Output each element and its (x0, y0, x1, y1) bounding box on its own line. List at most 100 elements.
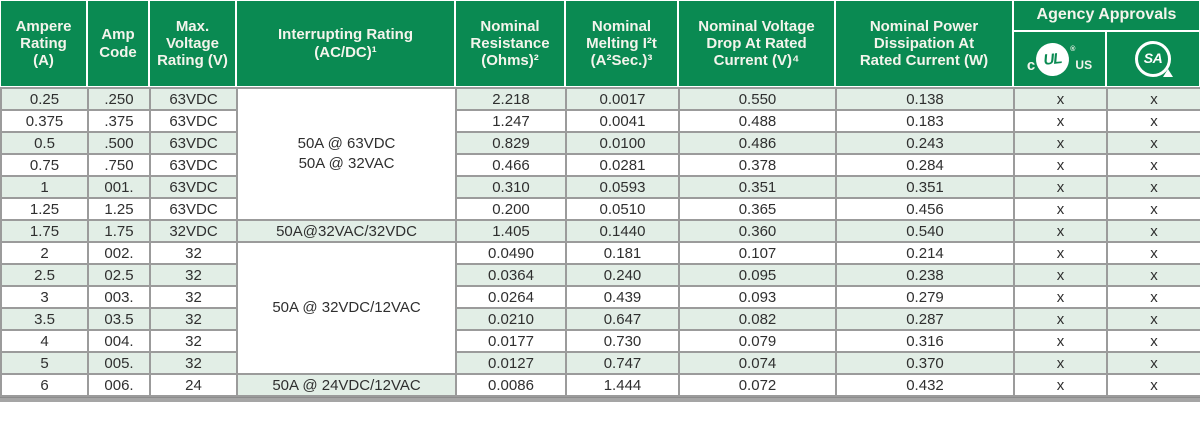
ul-approval-header: c UL ® US (1013, 31, 1106, 87)
cell-power-dissipation: 0.279 (835, 285, 1015, 309)
cell-ul-approval: x (1013, 285, 1108, 309)
cell-nominal-resistance: 0.0210 (455, 307, 567, 331)
cell-interrupting-rating: 50A @ 63VDC 50A @ 32VAC (236, 87, 457, 221)
header-power-dissipation: Nominal Power Dissipation At Rated Current… (835, 0, 1013, 87)
table-body: 0.25.250 63VDC 50A @ 63VDC 50A @ 32VAC 2.218… (0, 87, 1200, 397)
ul-us-label: US (1075, 58, 1093, 73)
cell-amp-code: 001. (87, 175, 151, 199)
cell-power-dissipation: 0.284 (835, 153, 1015, 177)
table-row: 3 003. 32 0.0264 0.439 0.093 0.279 x x (0, 285, 1200, 309)
cell-interrupting-rating: 50A @ 32VDC/12VAC (236, 241, 457, 375)
cell-voltage-drop: 0.351 (678, 175, 837, 199)
cul-us-icon: c UL ® US (1027, 39, 1092, 79)
cell-max-voltage: 63VDC (149, 175, 238, 199)
cell-csa-approval: x (1106, 87, 1200, 111)
cell-nominal-resistance: 0.0490 (455, 241, 567, 265)
table-row: 0.75.750 63VDC 0.466 0.0281 0.378 0.284 x x (0, 153, 1200, 177)
cell-power-dissipation: 0.243 (835, 131, 1015, 155)
table-row: 2 002. 32 50A @ 32VDC/12VAC 0.0490 0.181 0.107… (0, 241, 1200, 375)
cell-ampere-rating: 0.25 (0, 87, 89, 111)
header-interrupting-rating: Interrupting Rating (AC/DC)¹ (236, 0, 455, 87)
ul-mark-icon: UL (1034, 40, 1071, 78)
cell-ampere-rating: 0.375 (0, 109, 89, 133)
cell-nominal-resistance: 0.466 (455, 153, 567, 177)
cell-voltage-drop: 0.072 (678, 373, 837, 397)
cell-nominal-melting: 0.0017 (565, 87, 680, 111)
cell-nominal-resistance: 0.0127 (455, 351, 567, 375)
cell-csa-approval: x (1106, 241, 1200, 265)
csa-ring-icon: SA (1135, 41, 1173, 77)
table-row: 1.75 1.75 32VDC 50A@32VAC/32VDC 1.405 0.1440 0… (0, 219, 1200, 243)
csa-icon: SA (1135, 41, 1173, 77)
table-row: 2.5 02.5 32 0.0364 0.240 0.095 0.238 x x (0, 263, 1200, 287)
cell-nominal-melting: 0.647 (565, 307, 680, 331)
cell-amp-code: .750 (87, 153, 151, 177)
csa-triangle-icon (1163, 69, 1173, 77)
cell-ul-approval: x (1013, 373, 1108, 397)
table-row: 0.25.250 63VDC 50A @ 63VDC 50A @ 32VAC 2.218… (0, 87, 1200, 221)
fuse-spec-table: 0.25.250 63VDC 50A @ 63VDC 50A @ 32VAC 2.218… (0, 87, 1200, 397)
cell-power-dissipation: 0.287 (835, 307, 1015, 331)
cell-max-voltage: 63VDC (149, 109, 238, 133)
cell-csa-approval: x (1106, 373, 1200, 397)
cell-ul-approval: x (1013, 219, 1108, 243)
cell-max-voltage: 63VDC (149, 87, 238, 111)
cell-nominal-melting: 0.0041 (565, 109, 680, 133)
cell-voltage-drop: 0.095 (678, 263, 837, 287)
cell-nominal-melting: 0.0100 (565, 131, 680, 155)
header-max-voltage: Max. Voltage Rating (V) (149, 0, 236, 87)
cell-voltage-drop: 0.378 (678, 153, 837, 177)
cell-ampere-rating: 1 (0, 175, 89, 199)
cell-max-voltage: 24 (149, 373, 238, 397)
cell-csa-approval: x (1106, 131, 1200, 155)
cell-nominal-melting: 0.439 (565, 285, 680, 309)
cell-voltage-drop: 0.486 (678, 131, 837, 155)
cell-max-voltage: 32 (149, 307, 238, 331)
cell-amp-code: .500 (87, 131, 151, 155)
cell-nominal-resistance: 1.405 (455, 219, 567, 243)
cell-ul-approval: x (1013, 351, 1108, 375)
table-row: 6 006. 24 50A @ 24VDC/12VAC 0.0086 1.444 0.072… (0, 373, 1200, 397)
cell-voltage-drop: 0.093 (678, 285, 837, 309)
cell-csa-approval: x (1106, 329, 1200, 353)
cell-ul-approval: x (1013, 87, 1108, 111)
header-voltage-drop: Nominal Voltage Drop At Rated Current (V)⁴ (678, 0, 835, 87)
ul-registered-mark: ® (1070, 46, 1076, 53)
ul-c-label: c (1026, 56, 1036, 74)
cell-power-dissipation: 0.238 (835, 263, 1015, 287)
table-row: 1 001. 63VDC 0.310 0.0593 0.351 0.351 x x (0, 175, 1200, 199)
cell-voltage-drop: 0.107 (678, 241, 837, 265)
cell-max-voltage: 63VDC (149, 131, 238, 155)
table-row: 4 004. 32 0.0177 0.730 0.079 0.316 x x (0, 329, 1200, 353)
cell-ampere-rating: 1.75 (0, 219, 89, 243)
cell-nominal-resistance: 1.247 (455, 109, 567, 133)
cell-ampere-rating: 0.5 (0, 131, 89, 155)
cell-amp-code: .250 (87, 87, 151, 111)
header-ampere-rating: Ampere Rating (A) (0, 0, 87, 87)
cell-max-voltage: 63VDC (149, 153, 238, 177)
cell-voltage-drop: 0.550 (678, 87, 837, 111)
cell-nominal-resistance: 0.829 (455, 131, 567, 155)
agency-approvals-header: Agency Approvals (1013, 0, 1200, 31)
header-nominal-melting: Nominal Melting I²t (A²Sec.)³ (565, 0, 678, 87)
cell-nominal-resistance: 0.0364 (455, 263, 567, 287)
cell-amp-code: 002. (87, 241, 151, 265)
cell-csa-approval: x (1106, 219, 1200, 243)
cell-nominal-resistance: 0.0264 (455, 285, 567, 309)
cell-ul-approval: x (1013, 307, 1108, 331)
cell-voltage-drop: 0.365 (678, 197, 837, 221)
csa-approval-header: SA (1106, 31, 1200, 87)
cell-voltage-drop: 0.082 (678, 307, 837, 331)
cell-ul-approval: x (1013, 109, 1108, 133)
cell-voltage-drop: 0.074 (678, 351, 837, 375)
cell-csa-approval: x (1106, 153, 1200, 177)
cell-csa-approval: x (1106, 285, 1200, 309)
cell-max-voltage: 32 (149, 329, 238, 353)
cell-ampere-rating: 1.25 (0, 197, 89, 221)
table-row: 1.25 1.25 63VDC 0.200 0.0510 0.365 0.456 x x (0, 197, 1200, 221)
cell-voltage-drop: 0.079 (678, 329, 837, 353)
cell-power-dissipation: 0.183 (835, 109, 1015, 133)
cell-csa-approval: x (1106, 263, 1200, 287)
cell-ul-approval: x (1013, 175, 1108, 199)
cell-voltage-drop: 0.488 (678, 109, 837, 133)
